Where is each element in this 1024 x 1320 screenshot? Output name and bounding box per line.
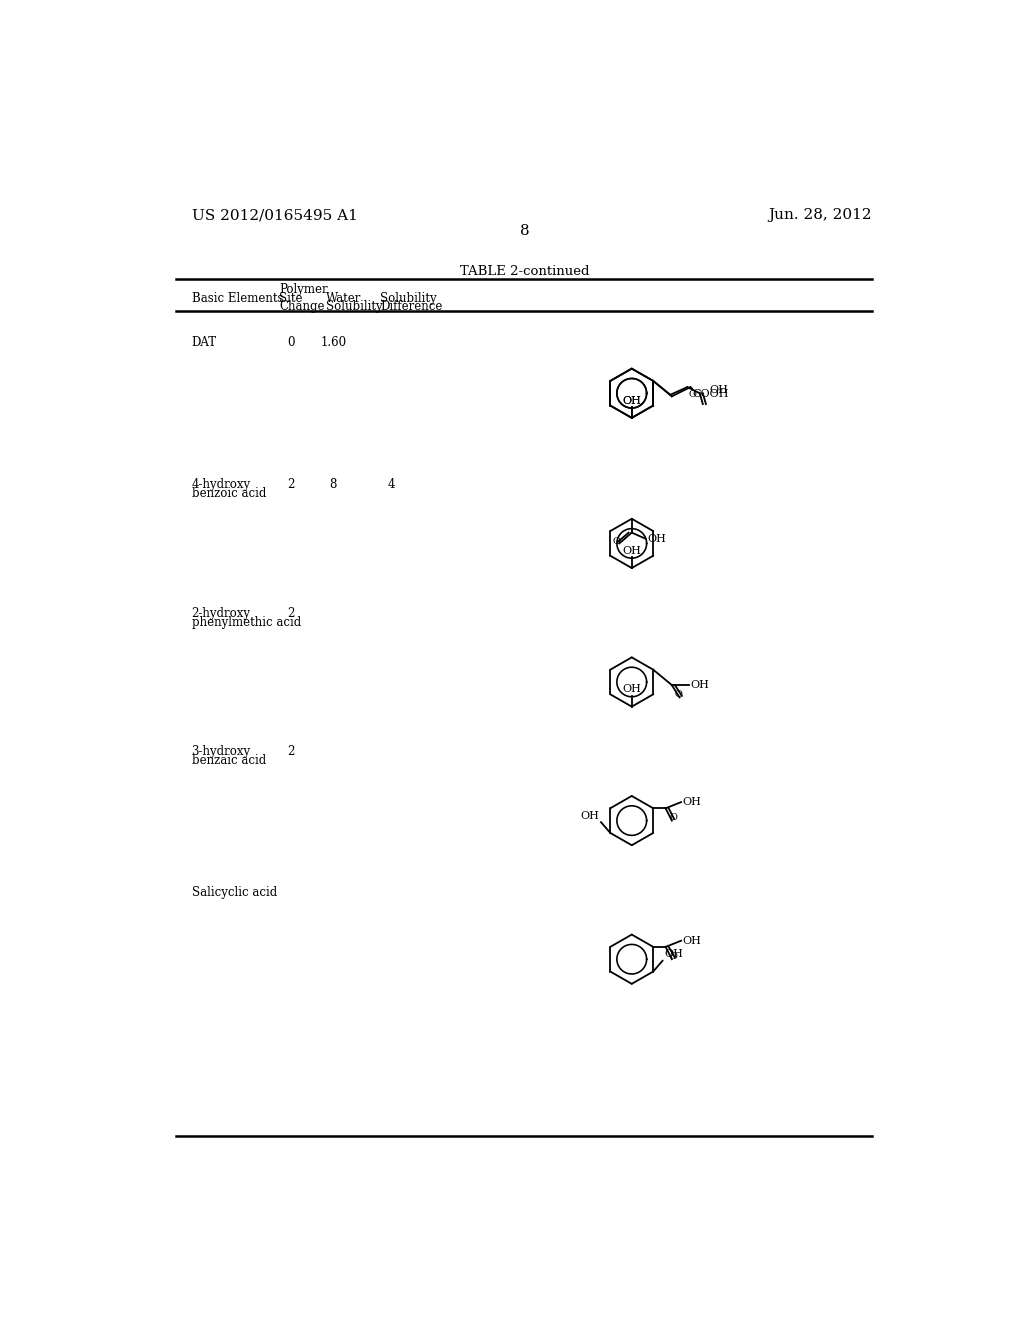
Text: 2-hydroxy: 2-hydroxy [191,607,251,619]
Text: Salicyclic acid: Salicyclic acid [191,886,276,899]
Text: Solubility: Solubility [326,300,382,313]
Text: O: O [612,537,621,545]
Text: OH: OH [647,533,667,544]
Text: Solubility: Solubility [380,292,436,305]
Text: O: O [674,690,682,700]
Text: Polymer: Polymer [280,284,328,296]
Text: OH: OH [623,545,641,556]
Text: 2: 2 [287,607,295,619]
Text: OH: OH [623,396,641,405]
Text: OH: OH [665,949,683,960]
Text: Change: Change [280,300,325,313]
Text: OH: OH [690,680,710,690]
Text: OH: OH [623,396,641,407]
Text: Site: Site [280,292,303,305]
Text: O: O [670,952,677,961]
Text: 0: 0 [287,335,295,348]
Text: 8: 8 [520,224,529,238]
Text: 1.60: 1.60 [321,335,346,348]
Text: OH: OH [683,936,701,945]
Text: 8: 8 [330,478,337,491]
Text: 3-hydroxy: 3-hydroxy [191,744,251,758]
Text: COOH: COOH [692,388,728,399]
Text: 2: 2 [287,478,295,491]
Text: Jun. 28, 2012: Jun. 28, 2012 [768,209,872,223]
Text: OH: OH [709,385,728,395]
Text: OH: OH [623,684,641,694]
Text: O: O [670,813,677,822]
Text: O: O [689,391,696,400]
Text: Difference: Difference [380,300,442,313]
Text: TABLE 2-continued: TABLE 2-continued [460,264,590,277]
Text: US 2012/0165495 A1: US 2012/0165495 A1 [191,209,357,223]
Text: benzaic acid: benzaic acid [191,755,266,767]
Text: 4: 4 [388,478,395,491]
Text: OH: OH [581,810,599,821]
Text: Water: Water [326,292,361,305]
Text: 2: 2 [287,744,295,758]
Text: benzoic acid: benzoic acid [191,487,266,500]
Text: phenylmethic acid: phenylmethic acid [191,615,301,628]
Text: Basic Elements: Basic Elements [191,293,283,305]
Text: OH: OH [683,797,701,807]
Text: 4-hydroxy: 4-hydroxy [191,478,251,491]
Text: DAT: DAT [191,335,217,348]
